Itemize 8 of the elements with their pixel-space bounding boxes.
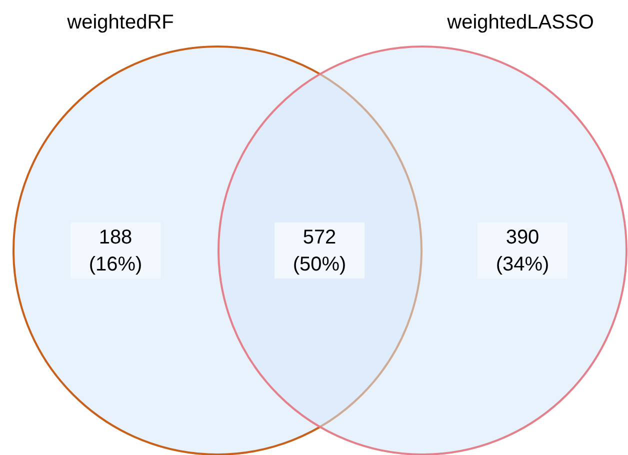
text: weightedLASSO: [446, 12, 594, 34]
text: weightedRF: [66, 12, 174, 34]
data-label: 572: [302, 226, 336, 248]
data-label: 390: [506, 226, 540, 248]
text: (16%): [88, 254, 142, 276]
text: (50%): [292, 254, 346, 276]
text: (34%): [496, 254, 550, 276]
data-label: 188: [98, 226, 132, 248]
